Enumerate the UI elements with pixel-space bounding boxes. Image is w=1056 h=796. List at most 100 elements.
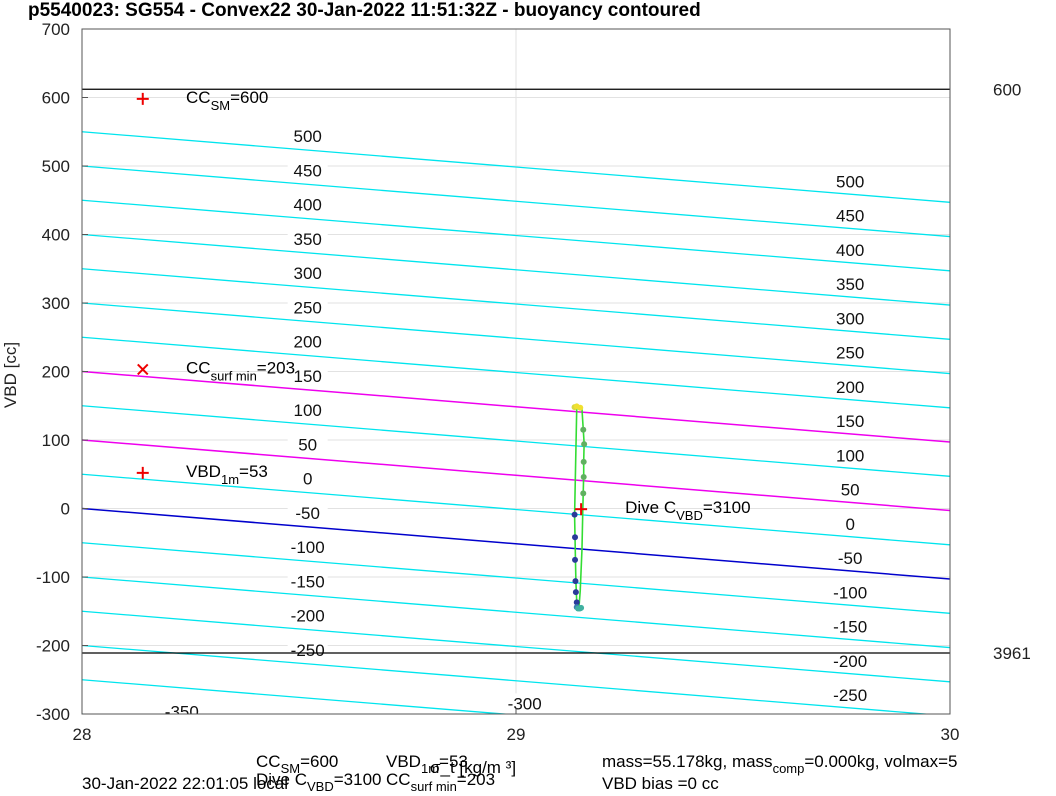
contour-line [82,473,950,546]
contour-label: 150 [836,412,864,431]
data-point [572,556,579,563]
y-tick-label: 0 [61,500,70,519]
contour-label: 300 [293,264,321,283]
y-tick-label: 200 [42,363,70,382]
marker-label: Dive CVBD=3100 [625,498,751,523]
contour-line [82,336,950,409]
data-point [581,441,588,448]
chart-title: p5540023: SG554 - Convex22 30-Jan-2022 1… [28,0,701,21]
contour-label: 400 [293,196,321,215]
contour-label-bg [287,502,328,521]
contour-label-bg [161,701,202,714]
contour-label: 400 [836,241,864,260]
x-tick-label: 29 [507,725,526,744]
contour-line [82,199,950,272]
y-axis-label: VBD [cc] [1,342,20,408]
contour-label-bg [287,263,328,282]
data-point [573,599,580,606]
contour-line [82,268,950,340]
contour-label: 100 [293,401,321,420]
contour-label-bg [504,693,545,712]
contour-label: 350 [293,230,321,249]
contour-label-bg [830,479,871,498]
contour-label-bg [830,274,871,293]
contour-line [82,439,950,512]
contour-line [82,610,950,683]
data-point [572,534,579,541]
contour-label-bg [830,548,871,567]
footer-cc-surf-min: CCsurf min=203 [386,770,495,794]
contour-label: 350 [836,275,864,294]
footer-cc-sm: CCSM=600 [256,752,338,776]
contour-label-bg [287,434,328,453]
contour-label-bg [830,239,871,258]
contour-line [82,405,950,477]
marker-label: CCSM=600 [186,88,268,113]
contour-label: -150 [291,572,325,591]
y-tick-label: -200 [36,637,70,656]
contour-label-bg [830,616,871,635]
contour-label-bg [830,376,871,395]
contour-label: -50 [838,549,863,568]
contour-label-bg [287,468,328,487]
contour-label-bg [287,331,328,350]
contour-label: 500 [293,127,321,146]
contour-label-bg [287,400,328,419]
marker-label: CCsurf min=203 [186,358,295,383]
contour-line [82,542,950,614]
y-tick-label: 100 [42,431,70,450]
contour-label: -200 [833,652,867,671]
contour-line [82,233,950,306]
data-point [572,578,579,585]
contour-label-bg [287,605,328,624]
marker-x-b [137,363,149,376]
contour-label: -250 [833,686,867,705]
contour-line [82,576,950,649]
contour-label: -100 [833,583,867,602]
contour-label-bg [287,571,328,590]
plot-area: -350 -300 -250 -250 -200 -200 -150 -150 -100 -100… [36,20,1031,744]
right-label: 600 [993,80,1021,99]
y-tick-label: 300 [42,294,70,313]
contour-line [82,679,512,714]
y-tick-label: 400 [42,226,70,245]
x-tick-label: 30 [941,725,960,744]
contour-label-bg [287,297,328,316]
contour-label-bg [830,411,871,430]
contour-label-bg [830,685,871,704]
footer-dive-c: Dive CVBD=3100 [256,770,382,794]
marker-label: VBD1m=53 [186,462,268,487]
contour-label-bg [830,513,871,532]
clipped-layer: -350 -300 -250 -250 -200 -200 -150 -150 -100 -100… [82,88,950,714]
data-point [580,473,587,480]
contour-label-bg [830,308,871,327]
contour-label: 0 [303,470,312,489]
contour-label-bg [830,205,871,224]
contour-line [82,644,933,714]
footer-vbd-1m: VBD1m=53 [386,752,468,776]
contour-label-bg [287,228,328,247]
data-point [572,589,579,596]
contour-line [82,131,950,203]
contour-label: -50 [295,504,320,523]
contour-label: 300 [836,309,864,328]
contour-label: 250 [836,344,864,363]
contour-label: 450 [293,161,321,180]
y-tick-label: 600 [42,89,70,108]
y-tick-label: -300 [36,705,70,724]
x-tick-label: 28 [73,725,92,744]
contour-label-bg [830,445,871,464]
footer-date: 30-Jan-2022 22:01:05 local [82,774,288,793]
contour-label: 200 [293,333,321,352]
contour-label: 250 [293,298,321,317]
contour-label-bg [830,342,871,361]
y-tick-label: -100 [36,568,70,587]
contour-label: 50 [298,435,317,454]
contour-label-bg [287,194,328,213]
data-point [580,458,587,465]
contour-label: 150 [293,367,321,386]
data-point [580,426,587,433]
x-axis-label: σ_t [kg/m ³] [430,758,516,777]
footer: CCSM=600 VBD1m=53 mass=55.178kg, masscom… [82,752,957,794]
